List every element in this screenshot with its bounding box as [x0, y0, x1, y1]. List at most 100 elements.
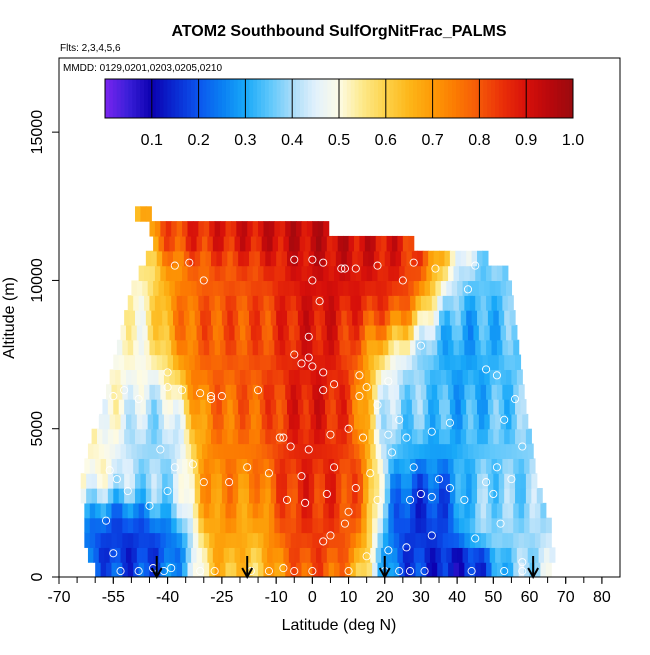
heat-cell [323, 339, 330, 356]
heat-cell [348, 443, 355, 459]
heat-cell [475, 562, 482, 577]
heat-cell [239, 413, 246, 430]
heat-cell [404, 562, 411, 577]
heat-cell [453, 532, 460, 548]
sample-point [304, 332, 313, 341]
heat-cell [527, 443, 534, 459]
heat-cell [477, 399, 484, 415]
heat-cell [538, 547, 545, 563]
heat-cell [375, 235, 382, 252]
heat-cell [388, 265, 395, 282]
heat-cell [306, 532, 313, 548]
heat-cell [249, 399, 256, 415]
y-tick-label: 5000 [29, 411, 46, 447]
heat-cell [314, 488, 321, 504]
heat-cell [274, 458, 281, 474]
heat-cell [192, 532, 199, 548]
heat-cell [509, 488, 516, 504]
heat-cell [214, 517, 221, 534]
heat-cell [229, 547, 236, 563]
heat-cell [287, 354, 294, 370]
heat-cell [167, 428, 174, 445]
heat-cell [122, 339, 129, 356]
heat-cell [192, 295, 199, 311]
sample-point [264, 469, 273, 478]
heat-cell [301, 339, 308, 356]
heat-cell [382, 562, 389, 577]
sample-point [340, 519, 349, 528]
colorbar-swatch [311, 79, 317, 118]
heat-cell [154, 339, 161, 356]
heat-cell [176, 502, 183, 519]
colorbar-swatch [491, 79, 496, 118]
heat-cell [279, 532, 286, 548]
heat-cell [205, 310, 212, 326]
heat-cell [209, 221, 216, 237]
heat-cell [254, 250, 261, 267]
heat-cell [460, 488, 467, 504]
heat-cell [158, 413, 165, 430]
heat-cell [375, 280, 382, 296]
heat-cell [138, 265, 145, 282]
heat-cell [236, 502, 243, 519]
heat-cell [296, 339, 303, 356]
heat-cell [480, 384, 487, 400]
heat-cell [225, 458, 232, 474]
heat-cell [256, 547, 263, 563]
sample-point [297, 472, 306, 481]
heat-cell [158, 324, 165, 341]
heat-cell [267, 369, 274, 385]
heat-cell [201, 413, 208, 430]
heat-cell [540, 562, 547, 577]
heat-cell [154, 295, 161, 311]
heat-cell [335, 354, 342, 370]
heat-cell [317, 562, 324, 577]
heat-cell [218, 324, 225, 341]
heat-cell [353, 443, 361, 459]
heat-cell [395, 399, 402, 415]
heat-cell [467, 443, 475, 459]
heat-cell [377, 339, 384, 356]
heat-cell [97, 428, 104, 445]
heat-cell [209, 517, 216, 534]
colorbar-swatch [136, 79, 141, 118]
heat-cell [279, 339, 286, 356]
heat-cell [314, 399, 321, 415]
sample-point [120, 386, 129, 395]
heat-cell [505, 443, 513, 459]
heat-cell [364, 443, 371, 459]
heat-cell [288, 324, 295, 341]
heat-cell [198, 221, 205, 237]
sample-point [384, 546, 393, 555]
heat-cell [451, 369, 458, 385]
x-tick-label: -40 [156, 589, 179, 606]
heat-cell [227, 428, 234, 445]
heat-cell [113, 428, 120, 445]
heat-cell [419, 280, 426, 296]
heat-cell [292, 354, 299, 370]
heat-cell [471, 488, 478, 504]
heat-cell [486, 458, 493, 474]
heat-cell [189, 473, 196, 489]
heat-cell [451, 280, 458, 296]
heat-cell [174, 280, 181, 296]
colorbar-swatch [495, 79, 500, 118]
heat-cell [283, 235, 290, 252]
heat-cell [442, 265, 449, 282]
heat-cell [312, 517, 319, 534]
heat-cell [431, 458, 438, 474]
heat-cell [435, 324, 442, 341]
heat-cell [194, 428, 201, 445]
heat-cell [348, 547, 355, 563]
heat-cell [252, 221, 259, 237]
heat-cell [478, 280, 485, 296]
heat-cell [162, 473, 169, 489]
heat-cell [424, 280, 431, 296]
sample-point [319, 386, 328, 395]
colorbar-tick-label: 0.7 [421, 132, 443, 149]
heat-cell [406, 399, 413, 415]
heat-cell [393, 384, 400, 400]
heat-cell [426, 517, 433, 534]
heat-cell [502, 339, 509, 356]
